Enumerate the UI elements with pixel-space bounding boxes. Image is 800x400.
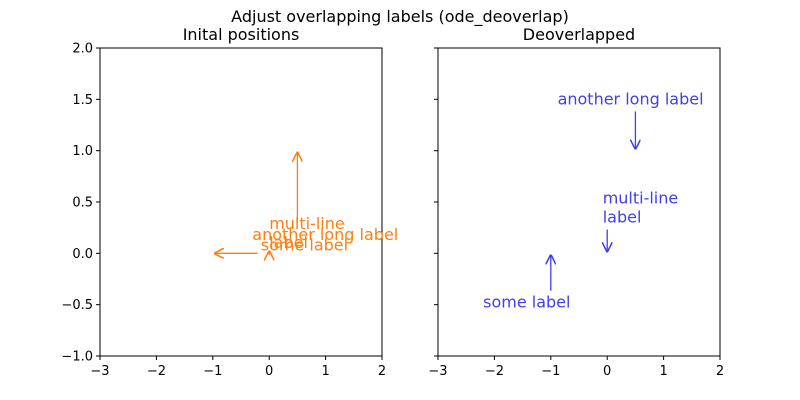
x-tick-label: −2	[147, 364, 166, 379]
annotation-label: another long label	[252, 225, 398, 244]
left-panel-initial-positions: Inital positions −3 −2 −1 0 1 2 −1.0 −0.5 0.0 0.5 1…	[61, 25, 398, 379]
y-tick-label: 1.5	[72, 93, 93, 108]
right-panel-deoverlapped: Deoverlapped −3 −2 −1 0 1 2 some label another l…	[428, 25, 724, 379]
annotation-label: another long label	[558, 89, 704, 108]
y-tick-label: 0.0	[72, 247, 93, 262]
x-tick-label: 2	[378, 364, 386, 379]
x-tick-label: −1	[541, 364, 560, 379]
x-tick-label: −2	[485, 364, 504, 379]
x-tick-label: 1	[321, 364, 329, 379]
x-tick-label: 2	[716, 364, 724, 379]
annotation-label: multi-line label	[269, 214, 345, 252]
annotation-label: some label	[483, 293, 570, 312]
annotation-label: multi-line label	[603, 189, 679, 227]
y-tick-label: 2.0	[72, 42, 93, 57]
axes-frame	[99, 47, 383, 357]
x-tick-label: 0	[265, 364, 273, 379]
x-tick-label: −3	[428, 364, 447, 379]
x-tick-label: −3	[90, 364, 109, 379]
panel-title: Inital positions	[183, 25, 300, 44]
x-tick-label: 1	[659, 364, 667, 379]
figure-suptitle: Adjust overlapping labels (ode_deoverlap…	[231, 7, 569, 27]
panel-title: Deoverlapped	[523, 25, 635, 44]
x-tick-label: 0	[603, 364, 611, 379]
y-tick-label: 0.5	[72, 196, 93, 211]
annotation-label: some label	[261, 235, 348, 254]
y-tick-label: −0.5	[61, 298, 93, 313]
x-tick-label: −1	[203, 364, 222, 379]
y-tick-label: 1.0	[72, 144, 93, 159]
y-tick-label: −1.0	[61, 350, 93, 365]
